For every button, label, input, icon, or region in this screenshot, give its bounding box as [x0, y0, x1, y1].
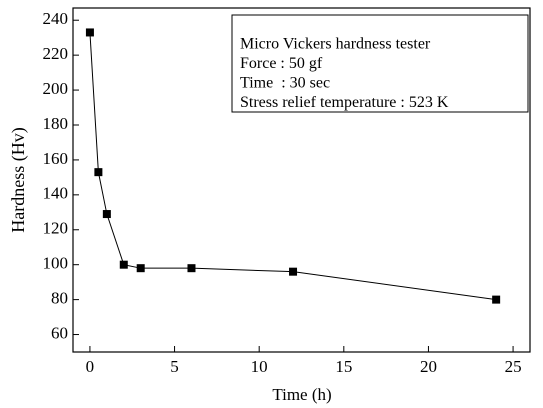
data-point — [289, 267, 298, 276]
y-tick-label: 60 — [51, 323, 68, 342]
data-point — [187, 264, 196, 273]
data-point — [119, 260, 128, 269]
annotation-line: Force : 50 gf — [240, 55, 323, 72]
y-tick-label: 100 — [43, 254, 69, 273]
data-point — [85, 28, 94, 37]
y-tick-label: 80 — [51, 289, 68, 308]
data-point — [136, 264, 145, 273]
annotation-line: Time : 30 sec — [240, 75, 330, 92]
y-tick-label: 120 — [43, 219, 69, 238]
data-point — [102, 210, 111, 219]
annotation-line: Stress relief temperature : 523 K — [240, 94, 449, 111]
x-tick-label: 15 — [335, 357, 352, 376]
y-axis-label: Hardness (Hv) — [8, 127, 29, 232]
annotation-box — [231, 14, 529, 113]
y-tick-label: 240 — [43, 9, 69, 28]
x-tick-label: 10 — [251, 357, 268, 376]
y-tick-label: 160 — [43, 149, 69, 168]
y-tick-label: 220 — [43, 44, 69, 63]
x-tick-label: 5 — [170, 357, 179, 376]
x-tick-label: 0 — [86, 357, 95, 376]
plot-frame — [72, 7, 531, 353]
annotation-line: Micro Vickers hardness tester — [240, 36, 431, 53]
data-point — [492, 295, 501, 304]
y-tick-label: 180 — [43, 114, 69, 133]
x-tick-label: 20 — [420, 357, 437, 376]
y-tick-label: 140 — [43, 184, 69, 203]
y-tick-label: 200 — [43, 79, 69, 98]
data-point — [94, 168, 103, 177]
x-tick-label: 25 — [505, 357, 522, 376]
data-line — [89, 32, 497, 301]
x-axis-label: Time (h) — [272, 385, 331, 404]
